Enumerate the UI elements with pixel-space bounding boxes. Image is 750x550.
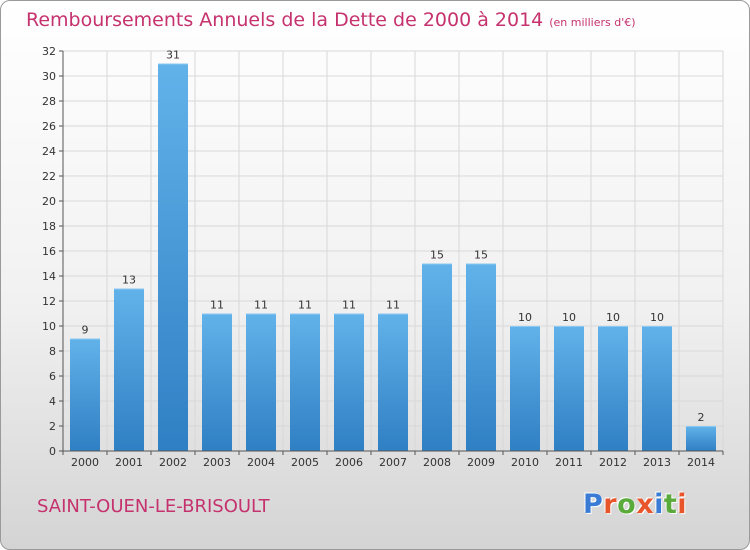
data-label-2009: 15 <box>474 249 488 262</box>
bar-2011 <box>554 326 584 451</box>
data-label-2010: 10 <box>518 311 532 324</box>
y-tick-label-16: 16 <box>42 245 56 258</box>
logo-letter: P <box>583 489 604 520</box>
bar-2000 <box>70 338 100 451</box>
bar-2007 <box>378 313 408 451</box>
data-label-2013: 10 <box>650 311 664 324</box>
y-tick-label-10: 10 <box>42 320 56 333</box>
bar-2003 <box>202 313 232 451</box>
y-tick-label-20: 20 <box>42 195 56 208</box>
y-tick-label-8: 8 <box>49 345 56 358</box>
x-tick-label-2001: 2001 <box>115 456 143 469</box>
data-label-2012: 10 <box>606 311 620 324</box>
y-tick-label-14: 14 <box>42 270 56 283</box>
data-label-2001: 13 <box>122 274 136 287</box>
logo-letter: o <box>617 489 637 520</box>
data-label-2006: 11 <box>342 299 356 312</box>
y-tick-label-30: 30 <box>42 70 56 83</box>
logo-letter: x <box>636 489 655 520</box>
x-tick-label-2006: 2006 <box>335 456 363 469</box>
y-tick-label-4: 4 <box>49 395 56 408</box>
bar-2006 <box>334 313 364 451</box>
axes <box>59 50 724 455</box>
data-label-2011: 10 <box>562 311 576 324</box>
bar-2001 <box>114 288 144 451</box>
y-tick-label-18: 18 <box>42 220 56 233</box>
bar-2013 <box>642 326 672 451</box>
y-tick-label-0: 0 <box>49 445 56 458</box>
y-tick-label-6: 6 <box>49 370 56 383</box>
x-tick-label-2005: 2005 <box>291 456 319 469</box>
bar-2010 <box>510 326 540 451</box>
data-label-2002: 31 <box>166 49 180 62</box>
bar-2014 <box>686 426 716 451</box>
bar-2005 <box>290 313 320 451</box>
bars <box>70 63 716 451</box>
logo-letter: r <box>603 489 618 520</box>
data-label-2007: 11 <box>386 299 400 312</box>
x-tick-label-2002: 2002 <box>159 456 187 469</box>
data-label-2000: 9 <box>82 324 89 337</box>
chart-subtitle: (en milliers d'€) <box>549 16 636 29</box>
proxiti-logo: Proxiti <box>583 489 687 520</box>
bar-2012 <box>598 326 628 451</box>
y-tick-label-24: 24 <box>42 145 56 158</box>
x-tick-label-2004: 2004 <box>247 456 275 469</box>
x-tick-label-2013: 2013 <box>643 456 671 469</box>
logo-letter: t <box>663 489 678 520</box>
chart-title-text: Remboursements Annuels de la Dette de 20… <box>26 9 544 31</box>
x-tick-label-2014: 2014 <box>687 456 715 469</box>
y-tick-label-12: 12 <box>42 295 56 308</box>
x-tick-label-2000: 2000 <box>71 456 99 469</box>
y-tick-label-2: 2 <box>49 420 56 433</box>
x-tick-label-2010: 2010 <box>511 456 539 469</box>
data-label-2005: 11 <box>298 299 312 312</box>
x-tick-label-2011: 2011 <box>555 456 583 469</box>
x-tick-label-2008: 2008 <box>423 456 451 469</box>
y-tick-label-26: 26 <box>42 120 56 133</box>
y-tick-label-32: 32 <box>42 45 56 58</box>
location-name: SAINT-OUEN-LE-BRISOULT <box>37 496 270 517</box>
y-tick-label-22: 22 <box>42 170 56 183</box>
logo-letter: i <box>677 489 688 520</box>
bar-2008 <box>422 263 452 451</box>
data-label-2014: 2 <box>698 411 705 424</box>
data-label-2004: 11 <box>254 299 268 312</box>
chart-title: Remboursements Annuels de la Dette de 20… <box>26 9 636 31</box>
data-label-2003: 11 <box>210 299 224 312</box>
bar-2002 <box>158 63 188 451</box>
x-tick-label-2003: 2003 <box>203 456 231 469</box>
data-label-2008: 15 <box>430 249 444 262</box>
bar-2004 <box>246 313 276 451</box>
x-tick-label-2012: 2012 <box>599 456 627 469</box>
logo-letter: i <box>654 489 664 520</box>
x-tick-label-2007: 2007 <box>379 456 407 469</box>
bar-2009 <box>466 263 496 451</box>
y-tick-label-28: 28 <box>42 95 56 108</box>
labels: 0246810121416182022242628303292000132001… <box>42 45 715 469</box>
x-tick-label-2009: 2009 <box>467 456 495 469</box>
